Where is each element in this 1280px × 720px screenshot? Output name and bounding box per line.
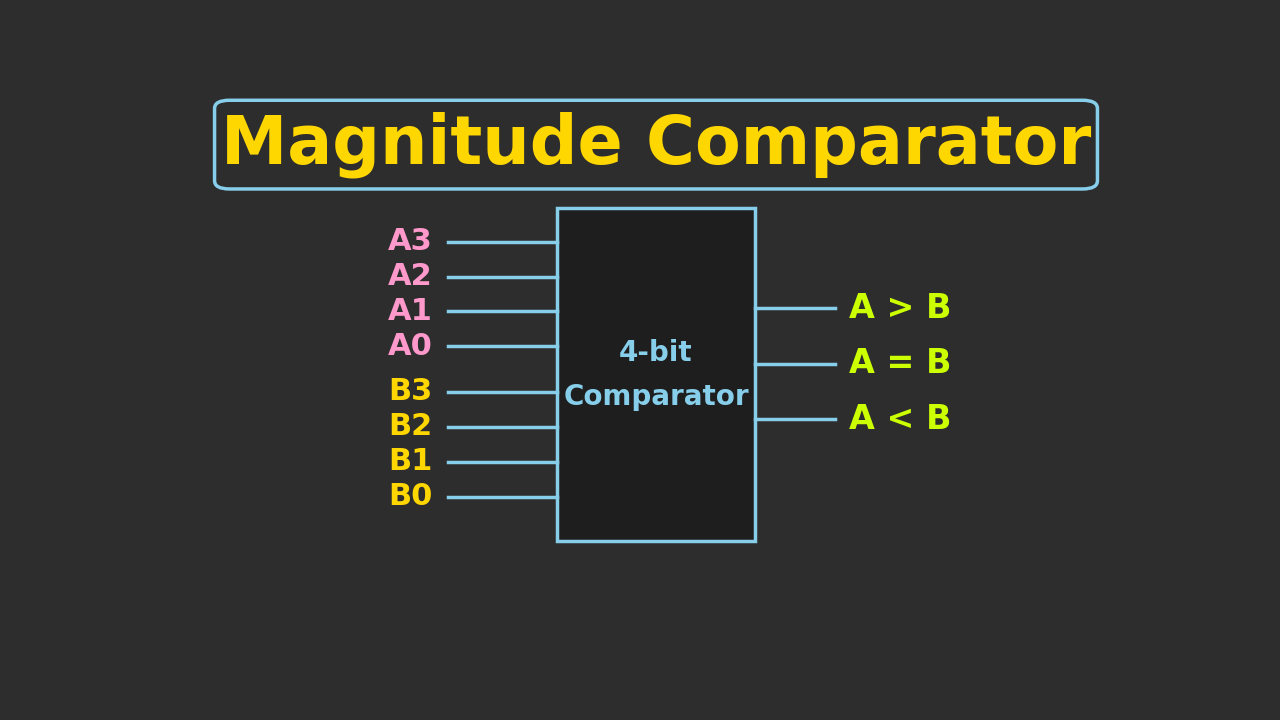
Text: A < B: A < B: [850, 402, 952, 436]
Text: A3: A3: [388, 227, 433, 256]
Text: B3: B3: [389, 377, 433, 406]
Text: B1: B1: [388, 447, 433, 476]
Text: A > B: A > B: [850, 292, 952, 325]
Text: A = B: A = B: [850, 347, 952, 380]
Text: A1: A1: [388, 297, 433, 326]
Text: Magnitude Comparator: Magnitude Comparator: [221, 112, 1091, 178]
Text: B0: B0: [388, 482, 433, 511]
Text: A2: A2: [388, 262, 433, 291]
Text: B2: B2: [389, 413, 433, 441]
Text: A0: A0: [388, 332, 433, 361]
Text: Comparator: Comparator: [563, 383, 749, 411]
Bar: [557, 208, 755, 541]
FancyBboxPatch shape: [215, 100, 1097, 189]
Text: 4-bit: 4-bit: [620, 338, 692, 366]
